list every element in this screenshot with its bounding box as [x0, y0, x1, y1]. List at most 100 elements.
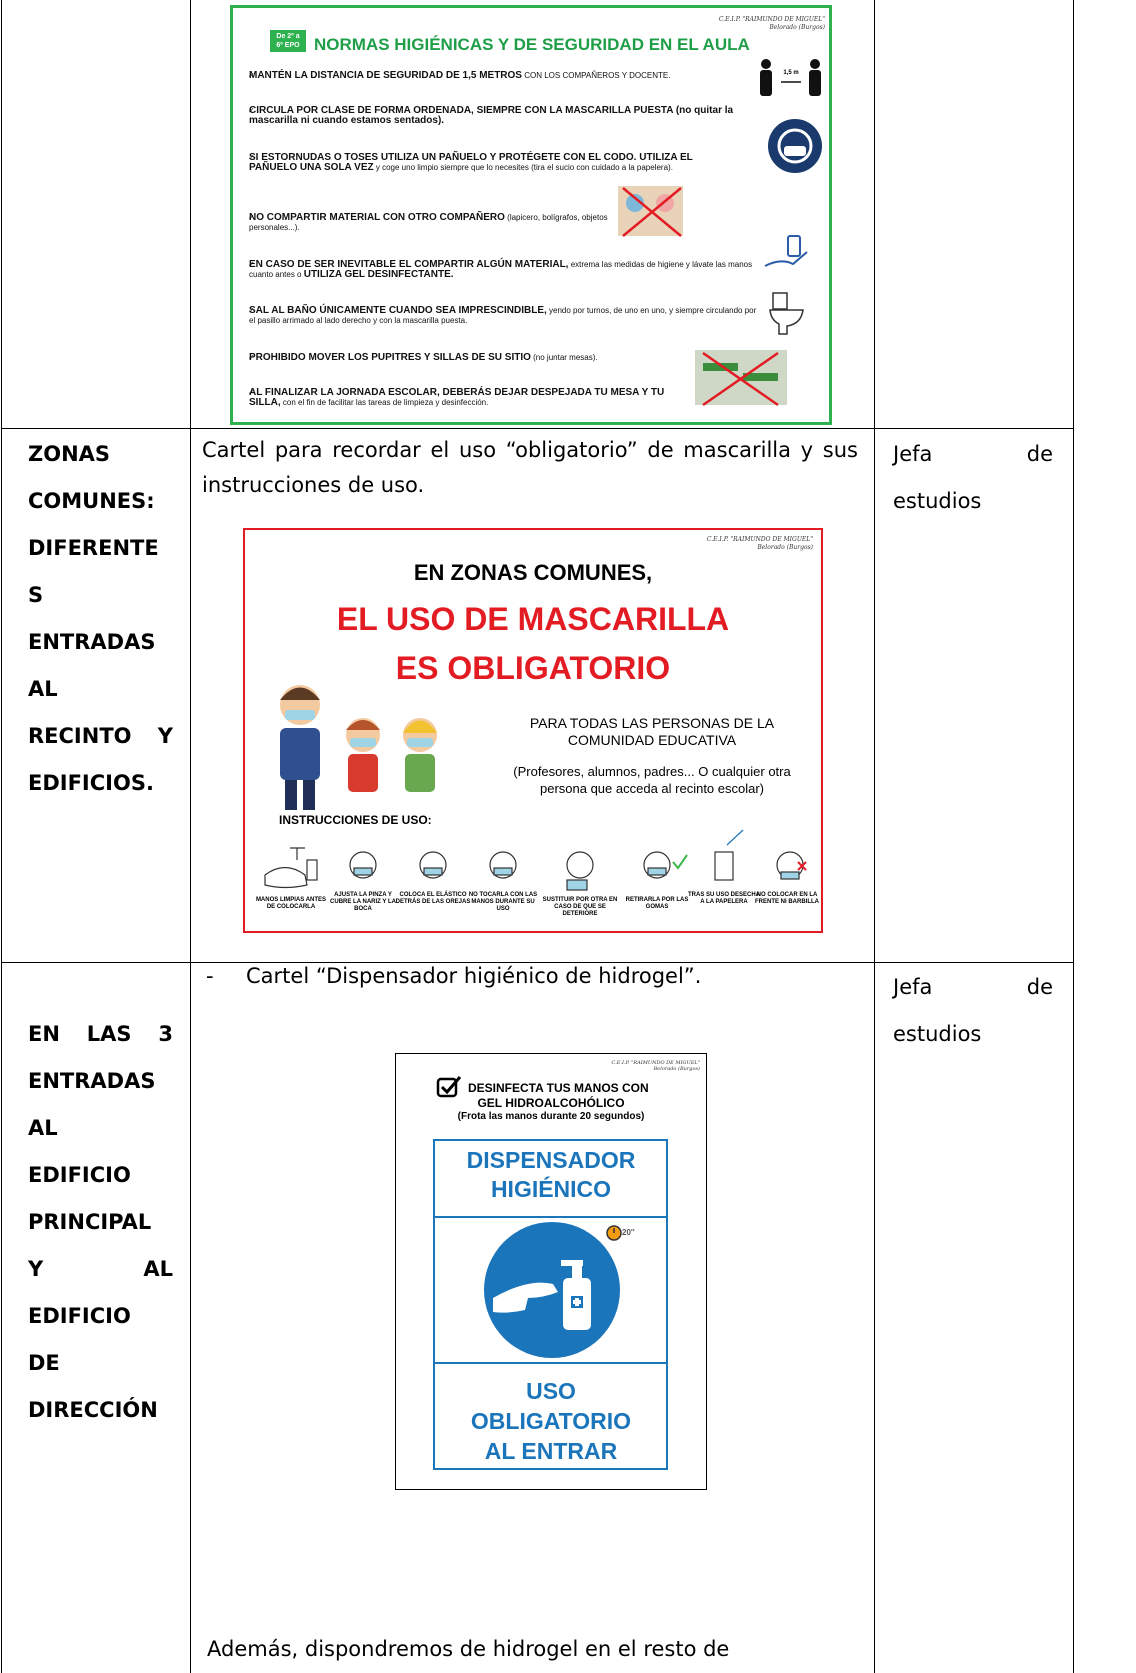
table-border — [1073, 0, 1074, 1673]
school-name: C.E.I.P. "RAIMUNDO DE MIGUEL" — [611, 1060, 700, 1066]
rule-item: SI ESTORNUDAS O TOSES UTILIZA UN PAÑUELO… — [248, 152, 729, 173]
divider — [433, 1216, 668, 1218]
instruction-caption: RETIRARLA POR LAS GOMAS — [625, 897, 689, 910]
rule-text: AL FINALIZAR LA JORNADA ESCOLAR, DEBERÁS… — [249, 387, 665, 408]
responsible: Jefa de estudios — [893, 975, 1053, 1046]
table-border — [190, 0, 191, 1673]
poster-title: NORMAS HIGIÉNICAS Y DE SEGURIDAD EN EL A… — [314, 35, 750, 54]
school-town: Belorado (Burgos) — [769, 24, 825, 31]
instruction-caption: SUSTITUIR POR OTRA EN CASO DE QUE SE DET… — [542, 897, 618, 917]
zone-line: EDIFICIOS. — [28, 771, 154, 795]
instruction-caption: NO TOCARLA CON LAS MANOS DURANTE SU USO — [468, 892, 538, 912]
school-town: Belorado (Burgos) — [757, 544, 813, 551]
rule-text: (lapicero, bolígrafos, objetos personale… — [249, 213, 608, 232]
rule-item: EN CASO DE SER INEVITABLE EL COMPARTIR A… — [248, 259, 759, 280]
blue-frame — [433, 1139, 668, 1470]
poster-headline: EL USO DE MASCARILLA — [336, 601, 730, 637]
school-town: Belorado (Burgos) — [653, 1066, 700, 1072]
zone-line: DIFERENTE — [28, 536, 159, 560]
bullet: - — [206, 964, 214, 988]
rule-text: yendo por turnos, de uno en uno, y siemp… — [249, 306, 757, 325]
poster-headline: ES OBLIGATORIO — [395, 650, 671, 686]
instruction-caption: AJUSTA LA PINZA Y CUBRE LA NARIZ Y LA BO… — [330, 892, 396, 912]
rule-item: SAL AL BAÑO ÚNICAMENTE CUANDO SEA IMPRES… — [248, 305, 759, 326]
instruction-caption: MANOS LIMPIAS ANTES DE COLOCARLA — [255, 897, 327, 910]
table-border — [874, 0, 875, 1673]
school-name: C.E.I.P. "RAIMUNDO DE MIGUEL" — [718, 16, 825, 23]
cross — [622, 187, 682, 237]
instruction-caption: TRAS SU USO DESECHA A LA PAPELERA — [687, 892, 760, 905]
check-icon — [436, 1076, 462, 1098]
badge: De 2º a 6º EPO — [270, 30, 306, 52]
desks-image — [743, 373, 778, 381]
rule-item: CIRCULA POR CLASE DE FORMA ORDENADA, SIE… — [248, 105, 749, 126]
cross — [702, 351, 779, 407]
rule-text: con el fin de facilitar las tareas de li… — [282, 398, 489, 407]
distance-label: 1,5 m — [783, 70, 798, 76]
school-name: C.E.I.P. "RAIMUNDO DE MIGUEL" — [706, 536, 813, 543]
zone-line: EDIFICIO — [28, 1163, 131, 1187]
rule-text: MANTÉN LA DISTANCIA DE SEGURIDAD DE 1,5 … — [249, 70, 522, 81]
zone-cell: ZONAS COMUNES: DIFERENTE S ENTRADAS AL R… — [28, 431, 173, 807]
toilet-icon — [769, 292, 804, 335]
zone-line: RECINTO Y — [28, 724, 173, 748]
poster-heading: EN ZONAS COMUNES, — [413, 560, 653, 585]
mask-poster: C.E.I.P. "RAIMUNDO DE MIGUEL" Belorado (… — [243, 528, 823, 933]
timer-label: 20'' — [622, 1228, 635, 1237]
zone-line: AL — [28, 677, 58, 701]
note: (Frota las manos durante 20 segundos) — [457, 1111, 645, 1122]
table-border — [1, 428, 1074, 429]
rule-text: SI ESTORNUDAS O TOSES UTILIZA UN PAÑUELO… — [249, 152, 693, 173]
continuation: Además, dispondremos de hidrogel en el r… — [207, 1637, 730, 1661]
rule-item: MANTÉN LA DISTANCIA DE SEGURIDAD DE 1,5 … — [248, 70, 749, 82]
mask-icon — [784, 146, 806, 156]
zone-line: COMUNES: — [28, 489, 155, 513]
zone-line: DE — [28, 1351, 60, 1375]
zone-cell: EN LAS 3 ENTRADAS AL EDIFICIO PRINCIPAL … — [28, 1011, 173, 1434]
table-border — [1, 962, 1074, 963]
rule-text: EN CASO DE SER INEVITABLE EL COMPARTIR A… — [249, 259, 569, 270]
rule-text: extrema las medidas de higiene y lávate … — [249, 260, 753, 279]
rule-text: y coge uno limpio siempre que lo necesit… — [375, 163, 673, 172]
zone-line: Y AL — [28, 1257, 173, 1281]
kids-illustration — [280, 685, 437, 810]
rule-text: CIRCULA POR CLASE DE FORMA ORDENADA, SIE… — [249, 105, 734, 126]
responsible: Jefa de estudios — [893, 442, 1053, 513]
poster-icons: 1,5 m — [618, 59, 822, 407]
hygiene-poster: C.E.I.P. "RAIMUNDO DE MIGUEL" Belorado (… — [230, 5, 832, 425]
instruction-caption: COLOCA EL ELÁSTICO DETRÁS DE LAS OREJAS — [395, 892, 471, 905]
sanitizer-poster: C.E.I.P. "RAIMUNDO DE MIGUEL" Belorado (… — [395, 1053, 707, 1490]
heading: DESINFECTA TUS MANOS CON — [468, 1081, 649, 1095]
rule-item: PROHIBIDO MOVER LOS PUPITRES Y SILLAS DE… — [248, 352, 689, 364]
rule-text: PROHIBIDO MOVER LOS PUPITRES Y SILLAS DE… — [249, 352, 531, 363]
rule-item: NO COMPARTIR MATERIAL CON OTRO COMPAÑERO… — [248, 212, 609, 233]
distance-icon — [760, 59, 821, 96]
desks-image — [703, 363, 738, 371]
audience-note: (Profesores, alumnos, padres... O cualqu… — [513, 764, 791, 796]
zone-line: EDIFICIO — [28, 1304, 131, 1328]
rule-text: CON LOS COMPAÑEROS Y DOCENTE. — [524, 71, 671, 80]
box-footer: USO OBLIGATORIO AL ENTRAR — [470, 1378, 632, 1464]
instruction-icons — [264, 829, 807, 891]
rule-text: SAL AL BAÑO ÚNICAMENTE CUANDO SEA IMPRES… — [249, 305, 547, 316]
zone-line: AL — [28, 1116, 58, 1140]
zone-line: ENTRADAS — [28, 630, 156, 654]
rule-text: UTILIZA GEL DESINFECTANTE. — [303, 269, 454, 280]
instruction-caption: NO COLOCAR EN LA FRENTE NI BARBILLA — [755, 892, 819, 905]
instructions-title: INSTRUCCIONES DE USO: — [279, 813, 432, 827]
rule-item: AL FINALIZAR LA JORNADA ESCOLAR, DEBERÁS… — [248, 387, 689, 408]
rule-text: NO COMPARTIR MATERIAL CON OTRO COMPAÑERO — [249, 212, 505, 223]
zone-line: ENTRADAS — [28, 1069, 156, 1093]
sanitizer-icon — [764, 235, 808, 267]
poster-illustrations — [264, 685, 807, 891]
zone-line: EN LAS 3 — [28, 1022, 173, 1046]
kids-image — [626, 194, 644, 212]
description: Cartel “Dispensador higiénico de hidroge… — [246, 964, 702, 988]
box-title: DISPENSADOR HIGIÉNICO — [466, 1147, 636, 1202]
divider — [433, 1362, 668, 1364]
rule-text: (no juntar mesas). — [533, 353, 598, 362]
zone-line: DIRECCIÓN — [28, 1398, 158, 1422]
zone-line: PRINCIPAL — [28, 1210, 152, 1234]
